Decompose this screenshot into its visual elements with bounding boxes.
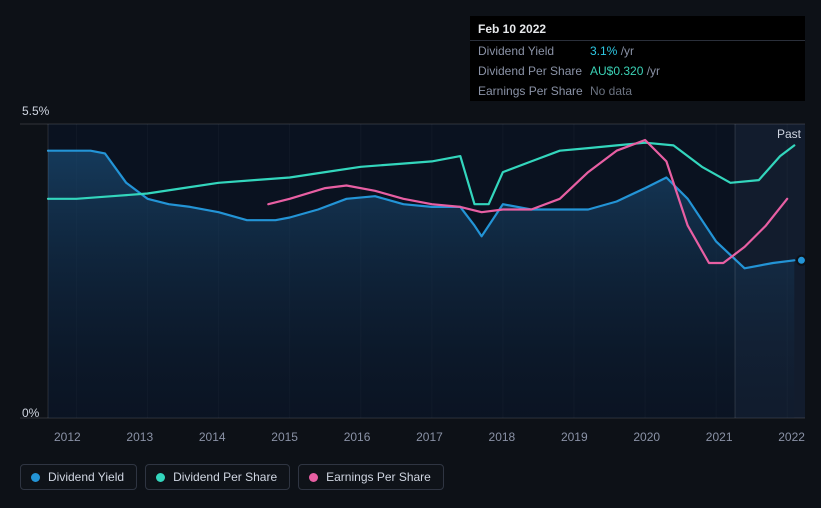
- y-axis-min: 0%: [22, 406, 39, 420]
- legend-dot: [309, 473, 318, 482]
- tooltip-label: Dividend Yield: [478, 43, 590, 59]
- x-tick-label: 2020: [633, 430, 660, 444]
- legend-dot: [31, 473, 40, 482]
- x-tick-label: 2014: [199, 430, 226, 444]
- y-axis-max: 5.5%: [22, 104, 49, 118]
- tooltip-row: Dividend Yield3.1% /yr: [470, 41, 805, 61]
- legend-earnings-per-share[interactable]: Earnings Per Share: [298, 464, 444, 490]
- tooltip-date: Feb 10 2022: [470, 16, 805, 40]
- x-tick-label: 2012: [54, 430, 81, 444]
- tooltip-value: No data: [590, 83, 632, 99]
- x-tick-label: 2016: [344, 430, 371, 444]
- legend-dividend-per-share[interactable]: Dividend Per Share: [145, 464, 290, 490]
- x-tick-label: 2015: [271, 430, 298, 444]
- x-tick-label: 2013: [126, 430, 153, 444]
- tooltip-row: Dividend Per ShareAU$0.320 /yr: [470, 61, 805, 81]
- x-tick-label: 2019: [561, 430, 588, 444]
- x-tick-label: 2022: [778, 430, 805, 444]
- x-tick-label: 2018: [489, 430, 516, 444]
- tooltip-row: Earnings Per ShareNo data: [470, 81, 805, 101]
- legend-label: Dividend Yield: [48, 470, 124, 484]
- legend: Dividend Yield Dividend Per Share Earnin…: [20, 464, 444, 490]
- legend-dot: [156, 473, 165, 482]
- x-tick-label: 2017: [416, 430, 443, 444]
- tooltip-label: Earnings Per Share: [478, 83, 590, 99]
- svg-text:Past: Past: [777, 127, 802, 141]
- tooltip-value: 3.1% /yr: [590, 43, 634, 59]
- x-axis-labels: 2012 2013 2014 2015 2016 2017 2018 2019 2020 2021…: [48, 430, 811, 444]
- legend-label: Dividend Per Share: [173, 470, 277, 484]
- chart-tooltip: Feb 10 2022 Dividend Yield3.1% /yrDivide…: [470, 16, 805, 101]
- legend-label: Earnings Per Share: [326, 470, 431, 484]
- tooltip-value: AU$0.320 /yr: [590, 63, 660, 79]
- legend-dividend-yield[interactable]: Dividend Yield: [20, 464, 137, 490]
- tooltip-label: Dividend Per Share: [478, 63, 590, 79]
- x-tick-label: 2021: [706, 430, 733, 444]
